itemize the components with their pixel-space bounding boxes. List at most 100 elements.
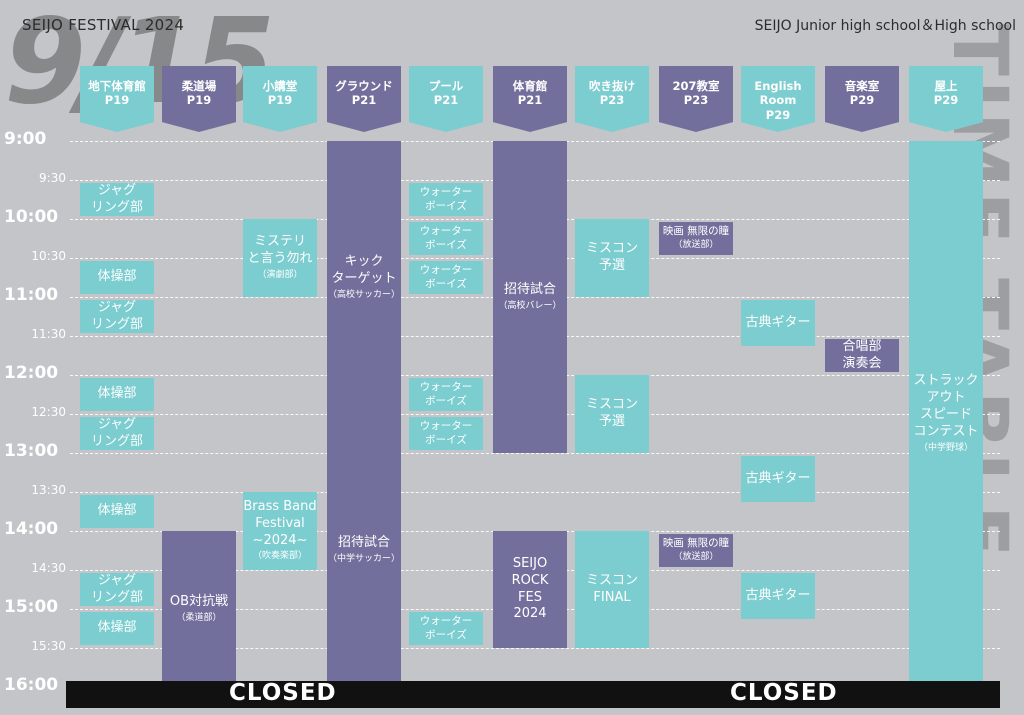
event-block: ジャグ リング部 [80,183,154,216]
column-header-name: 吹き抜け [589,79,635,93]
event-title: 体操部 [97,503,137,519]
column-header-page: P21 [351,93,377,108]
event-title: ミステリ と言う勿れ [247,234,313,267]
event-title: ジャグ リング部 [90,299,143,332]
column-header-page: P23 [599,93,625,108]
column-header-name: 体育館 [512,79,548,93]
event-block: 体操部 [80,495,154,528]
event-block: ウォーター ボーイズ [409,222,483,255]
half-hour-label: 15:30 [31,639,66,653]
column-header-page: P21 [517,93,543,108]
event-organizer: （柔道部） [176,612,222,623]
column-header: 柔道場 P19 [162,66,236,132]
event-block: ウォーター ボーイズ [409,261,483,294]
hour-label: 14:00 [4,519,59,539]
event-block: ミステリ と言う勿れ （演劇部） [243,219,317,297]
column-header: 音楽室 P29 [825,66,899,132]
event-block: ウォーター ボーイズ [409,378,483,411]
event-title: 招待試合 [503,281,556,297]
column-header-name: グラウンド [335,79,393,93]
event-block: SEIJO ROCK FES 2024 [493,531,567,648]
event-organizer: （放送部） [673,240,719,251]
column-header-page: P19 [186,93,212,108]
event-block: ミスコン FINAL [575,531,649,648]
column-header: 体育館 P21 [493,66,567,132]
half-hour-label: 13:30 [31,483,66,497]
event-title: 古典ギター [745,587,811,603]
event-title: ジャグ リング部 [90,416,143,449]
event-organizer: （吹奏楽部） [252,551,307,562]
closed-bar [66,681,1000,708]
column-header-page: P29 [933,93,959,108]
event-title: ウォーター ボーイズ [419,224,473,251]
column-header: 地下体育館 P19 [80,66,154,132]
event-title: 映画 無限の瞳 [662,536,730,549]
event-organizer: （高校バレー） [498,300,562,311]
closed-label-left: CLOSED [229,680,337,706]
column-header-name: English Room [754,79,802,108]
hour-label: 16:00 [4,675,59,695]
column-header: 207教室 P23 [659,66,733,132]
column-header-page: P23 [683,93,709,108]
event-block: 古典ギター [741,300,815,346]
event-title: 体操部 [97,620,137,636]
column-header-page: P21 [433,93,459,108]
hour-label: 12:00 [4,363,59,383]
column-header-page: P19 [104,93,130,108]
event-title: ストラック アウト スピード コンテスト [913,373,979,440]
event-title: ジャグ リング部 [90,572,143,605]
closed-label-right: CLOSED [730,680,838,706]
hour-label: 9:00 [4,129,47,149]
event-title: 体操部 [97,386,137,402]
column-header-name: 地下体育館 [88,79,146,93]
half-hour-label: 12:30 [31,405,66,419]
event-block: ウォーター ボーイズ [409,612,483,645]
hour-label: 11:00 [4,285,59,305]
festival-title: SEIJO FESTIVAL 2024 [22,16,185,34]
event-block: 体操部 [80,378,154,411]
event-block: 体操部 [80,612,154,645]
event-title: OB対抗戦 [169,593,229,609]
event-title: ジャグ リング部 [90,182,143,215]
column-header: 小講堂 P19 [243,66,317,132]
event-title: ミスコン 予選 [585,397,638,429]
hour-gridline [70,453,1000,454]
event-title: ウォーター ボーイズ [419,263,473,290]
event-title: ウォーター ボーイズ [419,380,473,407]
event-block: 映画 無限の瞳 （放送部） [659,534,733,567]
column-header: プール P21 [409,66,483,132]
event-title: 合唱部 演奏会 [842,338,882,371]
event-block: 招待試合 （中学サッカー） [327,414,401,687]
hour-label: 15:00 [4,597,59,617]
column-header: 屋上 P29 [909,66,983,132]
event-title: SEIJO ROCK FES 2024 [511,555,549,622]
event-title: 映画 無限の瞳 [662,224,730,237]
event-title: 体操部 [97,269,137,285]
column-header-name: プール [428,79,464,93]
event-block: ミスコン 予選 [575,375,649,453]
event-organizer: （高校サッカー） [327,289,400,300]
event-block: OB対抗戦 （柔道部） [162,531,236,687]
event-title: ウォーター ボーイズ [419,614,473,641]
event-block: Brass Band Festival ~2024~ （吹奏楽部） [243,492,317,570]
event-block: ストラック アウト スピード コンテスト （中学野球） [909,141,983,687]
half-hour-gridline [70,492,1000,493]
column-header-page: P29 [849,93,875,108]
event-title: 古典ギター [745,470,811,486]
event-title: ミスコン FINAL [585,572,638,605]
school-name: SEIJO Junior high school＆High school [754,18,1016,34]
column-header: グラウンド P21 [327,66,401,132]
event-block: 映画 無限の瞳 （放送部） [659,222,733,255]
event-block: キック ターゲット （高校サッカー） [327,141,401,414]
event-block: 体操部 [80,261,154,294]
event-organizer: （中学野球） [918,442,973,453]
event-block: 古典ギター [741,573,815,619]
event-title: Brass Band Festival ~2024~ [243,498,317,548]
event-block: 古典ギター [741,456,815,502]
event-block: ジャグ リング部 [80,573,154,606]
event-organizer: （中学サッカー） [327,554,400,565]
event-block: ウォーター ボーイズ [409,417,483,450]
half-hour-label: 11:30 [31,327,66,341]
half-hour-label: 14:30 [31,561,66,575]
event-title: ミスコン 予選 [585,241,638,273]
